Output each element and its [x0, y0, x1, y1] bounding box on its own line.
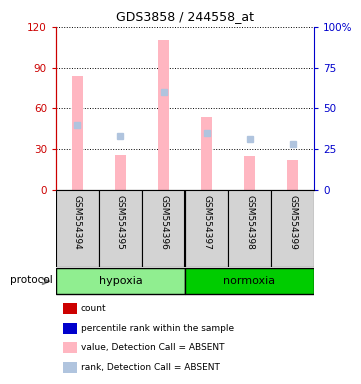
Text: rank, Detection Call = ABSENT: rank, Detection Call = ABSENT: [81, 363, 219, 372]
Bar: [287, 160, 298, 190]
Bar: [271, 190, 314, 267]
Bar: [115, 155, 126, 190]
Bar: [56, 268, 185, 294]
Text: percentile rank within the sample: percentile rank within the sample: [81, 324, 234, 333]
Bar: [142, 190, 185, 267]
Text: count: count: [81, 304, 106, 313]
Text: value, Detection Call = ABSENT: value, Detection Call = ABSENT: [81, 343, 224, 352]
Text: normoxia: normoxia: [223, 276, 275, 286]
Bar: [185, 190, 228, 267]
Text: GSM554396: GSM554396: [159, 195, 168, 250]
Bar: [228, 190, 271, 267]
Bar: [99, 190, 142, 267]
Text: GSM554399: GSM554399: [288, 195, 297, 250]
Bar: [72, 76, 83, 190]
Text: GSM554395: GSM554395: [116, 195, 125, 250]
Bar: [201, 117, 212, 190]
Title: GDS3858 / 244558_at: GDS3858 / 244558_at: [116, 10, 254, 23]
Text: GSM554394: GSM554394: [73, 195, 82, 250]
Text: protocol: protocol: [10, 275, 52, 285]
Bar: [185, 268, 314, 294]
Bar: [158, 40, 169, 190]
Bar: [244, 156, 255, 190]
Text: hypoxia: hypoxia: [99, 276, 142, 286]
Bar: [56, 190, 99, 267]
Text: GSM554397: GSM554397: [202, 195, 211, 250]
Text: GSM554398: GSM554398: [245, 195, 254, 250]
